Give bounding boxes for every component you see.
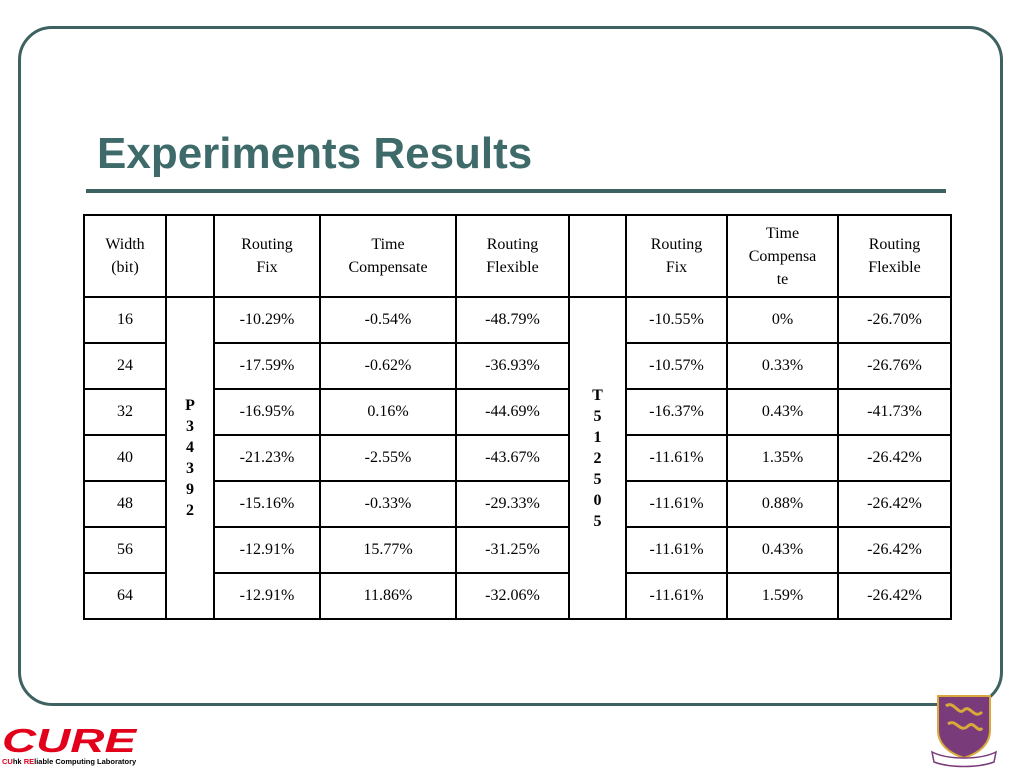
- value-cell: 15.77%: [319, 526, 457, 574]
- value-cell: -12.91%: [213, 526, 321, 574]
- table-row: 32 -16.95% 0.16% -44.69% -16.37% 0.43% -…: [83, 388, 952, 436]
- value-cell: -29.33%: [455, 480, 570, 528]
- header-g1-time-compensate: Time Compensate: [319, 214, 457, 298]
- value-cell: 1.59%: [726, 572, 839, 620]
- header-group1-blank: [165, 214, 215, 298]
- cure-logo-icon: CURE CUhk REliable Computing Laboratory: [2, 722, 137, 766]
- value-cell: 11.86%: [319, 572, 457, 620]
- value-cell: -41.73%: [837, 388, 952, 436]
- width-cell: 56: [83, 526, 167, 574]
- slide-frame: [18, 26, 1003, 706]
- width-cell: 16: [83, 296, 167, 344]
- value-cell: -26.42%: [837, 434, 952, 482]
- value-cell: -48.79%: [455, 296, 570, 344]
- cure-logo-text: CURE: [2, 722, 137, 759]
- value-cell: 0%: [726, 296, 839, 344]
- university-crest-icon: [930, 695, 998, 768]
- value-cell: -31.25%: [455, 526, 570, 574]
- table-row: 64 -12.91% 11.86% -32.06% -11.61% 1.59% …: [83, 572, 952, 620]
- value-cell: -26.76%: [837, 342, 952, 390]
- header-g1-routing-flexible: Routing Flexible: [455, 214, 570, 298]
- width-cell: 24: [83, 342, 167, 390]
- value-cell: 1.35%: [726, 434, 839, 482]
- table-row: 24 -17.59% -0.62% -36.93% -10.57% 0.33% …: [83, 342, 952, 390]
- value-cell: -17.59%: [213, 342, 321, 390]
- value-cell: -0.62%: [319, 342, 457, 390]
- value-cell: -10.29%: [213, 296, 321, 344]
- width-cell: 40: [83, 434, 167, 482]
- value-cell: -44.69%: [455, 388, 570, 436]
- value-cell: -26.42%: [837, 526, 952, 574]
- value-cell: -10.57%: [625, 342, 728, 390]
- value-cell: -0.54%: [319, 296, 457, 344]
- header-g2-time-compensate: Time Compensa te: [726, 214, 839, 298]
- value-cell: -11.61%: [625, 434, 728, 482]
- slide-title: Experiments Results: [97, 129, 533, 178]
- value-cell: -16.95%: [213, 388, 321, 436]
- header-g2-routing-fix: Routing Fix: [625, 214, 728, 298]
- value-cell: -11.61%: [625, 526, 728, 574]
- value-cell: -16.37%: [625, 388, 728, 436]
- value-cell: -26.42%: [837, 572, 952, 620]
- width-cell: 48: [83, 480, 167, 528]
- value-cell: -26.42%: [837, 480, 952, 528]
- value-cell: -12.91%: [213, 572, 321, 620]
- table-row: 40 -21.23% -2.55% -43.67% -11.61% 1.35% …: [83, 434, 952, 482]
- value-cell: -36.93%: [455, 342, 570, 390]
- width-cell: 32: [83, 388, 167, 436]
- value-cell: 0.88%: [726, 480, 839, 528]
- value-cell: 0.43%: [726, 388, 839, 436]
- table-row: 48 -15.16% -0.33% -29.33% -11.61% 0.88% …: [83, 480, 952, 528]
- results-table: Width (bit) Routing Fix Time Compensate Rou…: [83, 214, 952, 620]
- table-row: 56 -12.91% 15.77% -31.25% -11.61% 0.43% …: [83, 526, 952, 574]
- value-cell: -32.06%: [455, 572, 570, 620]
- value-cell: -11.61%: [625, 480, 728, 528]
- table-header-row: Width (bit) Routing Fix Time Compensate Rou…: [83, 214, 952, 298]
- value-cell: -43.67%: [455, 434, 570, 482]
- title-underline: [86, 189, 946, 193]
- value-cell: 0.43%: [726, 526, 839, 574]
- width-cell: 64: [83, 572, 167, 620]
- value-cell: -0.33%: [319, 480, 457, 528]
- value-cell: -11.61%: [625, 572, 728, 620]
- header-g1-routing-fix: Routing Fix: [213, 214, 321, 298]
- header-width: Width (bit): [83, 214, 167, 298]
- lab-name: CUhk REliable Computing Laboratory: [2, 757, 137, 766]
- value-cell: 0.33%: [726, 342, 839, 390]
- value-cell: -26.70%: [837, 296, 952, 344]
- value-cell: 0.16%: [319, 388, 457, 436]
- value-cell: -2.55%: [319, 434, 457, 482]
- header-group2-blank: [568, 214, 627, 298]
- header-g2-routing-flexible: Routing Flexible: [837, 214, 952, 298]
- value-cell: -10.55%: [625, 296, 728, 344]
- value-cell: -21.23%: [213, 434, 321, 482]
- value-cell: -15.16%: [213, 480, 321, 528]
